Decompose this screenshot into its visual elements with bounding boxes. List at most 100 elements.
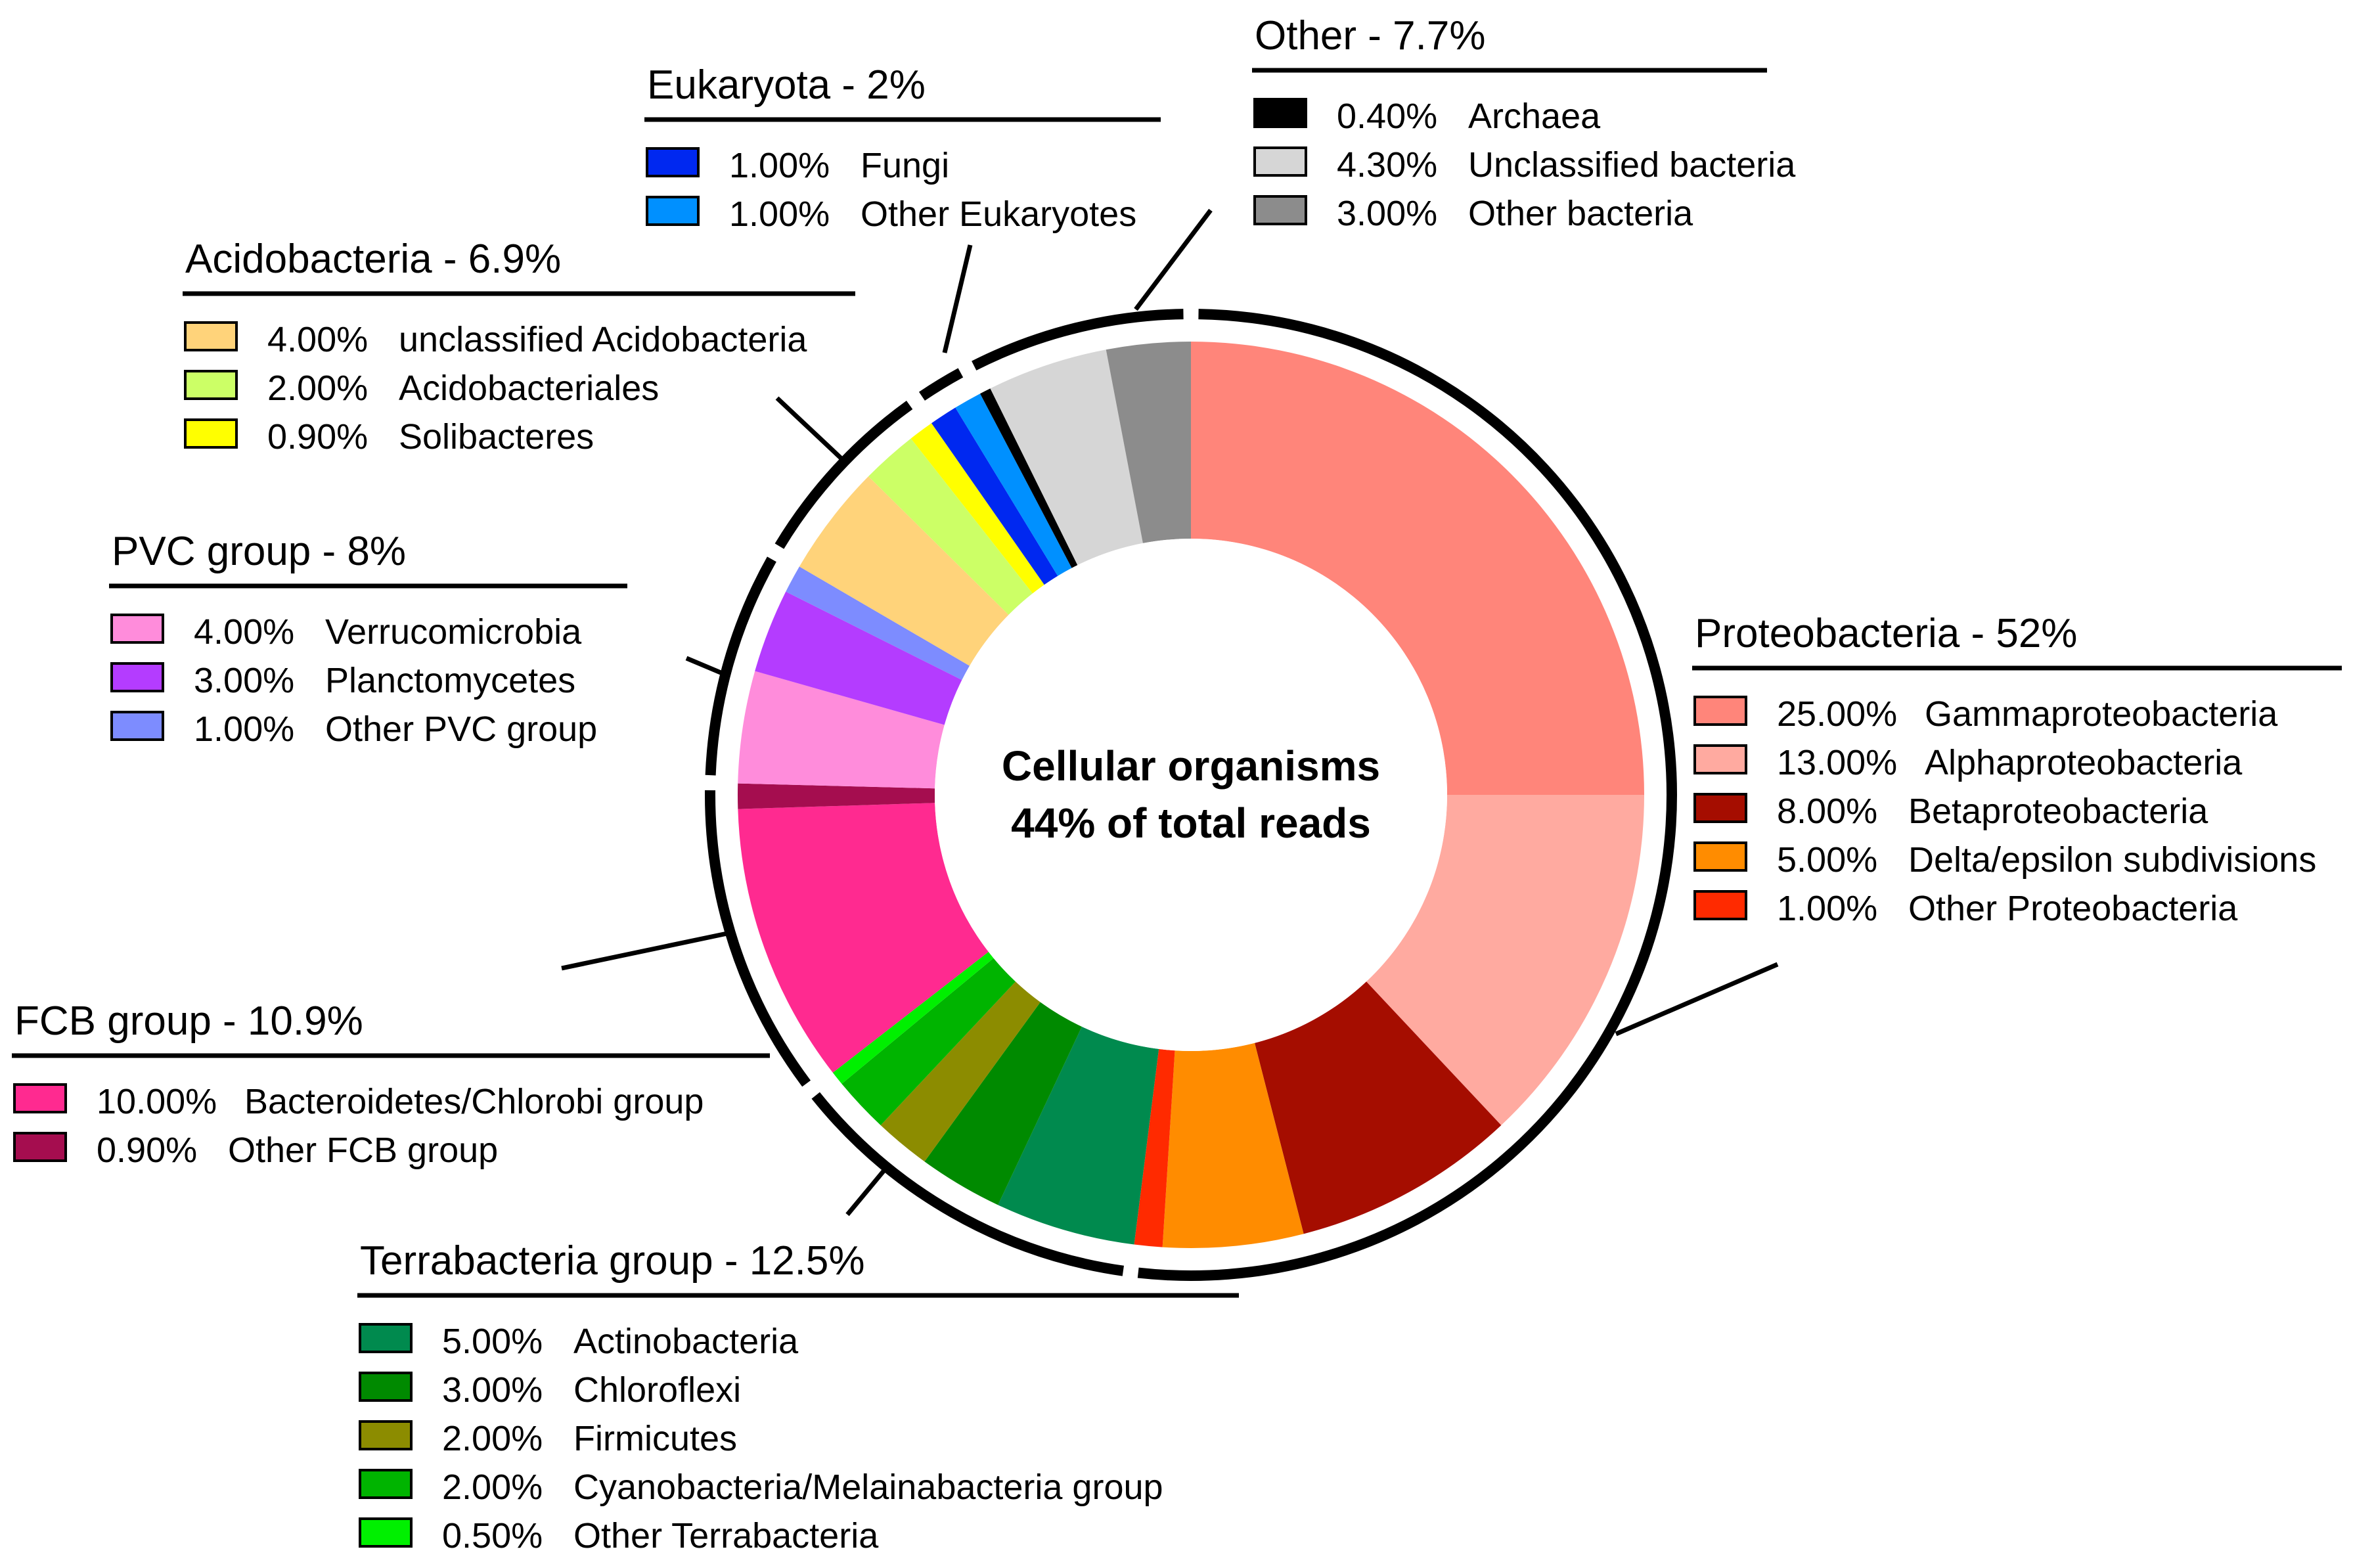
legend-terrabacteria-group: Terrabacteria group - 12.5% 5.00% Actinoba… [357,1238,1239,1556]
legend-fcb-group: FCB group - 10.9% 10.00% Bacteroidetes/Chl… [12,998,770,1170]
legend-label: Other FCB group [228,1131,498,1170]
group-arc-acidobacteria [774,400,913,549]
legend-swatch-solibacteres [184,418,238,449]
legend-acidobacteria: Acidobacteria - 6.9% 4.00% unclassified Ac… [183,236,855,457]
slice-verrucomicrobia [738,671,945,789]
slice-delta-epsilon-subdivisions [1162,1042,1304,1248]
legend-value: 0.90% [97,1131,197,1170]
center-label-line-2: 44% of total reads [1011,799,1371,847]
legend-swatch-other-eukaryotes [646,196,700,226]
legend-swatch-actinobacteria [359,1323,413,1353]
legend-other: Other - 7.7% 0.40% Archaea 4.30% Unclassifie… [1252,13,1796,233]
legend-value: 10.00% [97,1082,217,1121]
legend-swatch-cyanobacteria-melainabacteria-group [359,1469,413,1499]
legend-title: Proteobacteria - 52% [1695,611,2077,656]
slice-bacteroidetes-chlorobi-group [738,803,989,1073]
legend-swatch-delta-epsilon-subdivisions [1693,841,1747,872]
group-arc-proteobacteria [1137,309,1677,1281]
legend-title: PVC group - 8% [112,529,406,574]
legend-swatch-other-bacteria [1253,195,1307,225]
legend-value: 2.00% [442,1467,543,1507]
leader-fcb-group [561,931,728,971]
donut-hole [935,539,1447,1051]
legend-value: 0.50% [442,1516,543,1556]
legend-label: Other bacteria [1468,194,1693,233]
legend-proteobacteria: Proteobacteria - 52% 25.00% Gammaproteobac… [1692,611,2342,928]
legend-value: 4.30% [1337,145,1437,185]
slice-solibacteres [910,423,1044,594]
legend-swatch-alphaproteobacteria [1693,744,1747,774]
legend-value: 4.00% [194,612,294,652]
legend-label: Gammaproteobacteria [1925,694,2278,734]
legend-value: 25.00% [1777,694,1897,734]
legend-value: 1.00% [1777,889,1877,928]
legend-label: Solibacteres [399,417,594,457]
group-arc-pvc-group [705,556,776,776]
legend-eukaryota: Eukaryota - 2% 1.00% Fungi 1.00% Other Eukar… [644,62,1161,234]
group-outer-arcs [705,309,1677,1281]
slice-firmicutes [880,981,1041,1162]
slice-actinobacteria [998,1026,1159,1245]
legend-title: FCB group - 10.9% [14,998,363,1044]
slice-acidobacteriales [868,438,1033,615]
group-arc-eukaryota [918,368,964,401]
group-arc-fcb-group [705,790,811,1087]
donut-slices [738,342,1644,1248]
legend-swatch-unclassified-acidobacteria [184,321,238,351]
group-arc-other [972,309,1184,370]
legend-label: unclassified Acidobacteria [399,320,807,359]
leader-pvc-group [685,656,725,677]
legend-value: 3.00% [194,661,294,700]
legend-value: 13.00% [1777,743,1897,782]
legend-label: Betaproteobacteria [1908,792,2208,831]
legend-label: Cyanobacteria/Melainabacteria group [573,1467,1163,1507]
leader-proteobacteria [1615,962,1779,1037]
legend-swatch-firmicutes [359,1420,413,1450]
legend-swatch-bacteroidetes-chlorobi-group [13,1083,67,1113]
legend-label: Actinobacteria [573,1322,799,1361]
legend-swatch-acidobacteriales [184,370,238,400]
legend-swatch-unclassified-bacteria [1253,146,1307,177]
legend-label: Archaea [1468,97,1601,136]
legend-label: Other PVC group [325,709,597,749]
legend-swatch-chloroflexi [359,1372,413,1402]
slice-betaproteobacteria [1254,981,1502,1234]
legend-label: Other Terrabacteria [573,1516,879,1556]
legend-value: 8.00% [1777,792,1877,831]
legend-value: 5.00% [1777,840,1877,880]
legend-label: Firmicutes [573,1419,737,1458]
legend-title: Other - 7.7% [1255,13,1485,58]
slice-chloroflexi [924,1002,1082,1205]
legend-value: 1.00% [194,709,294,749]
legend-label: Verrucomicrobia [325,612,582,652]
legend-value: 1.00% [729,146,830,185]
legend-label: Planctomycetes [325,661,575,700]
slice-other-proteobacteria [1134,1048,1175,1247]
slice-other-fcb-group [738,783,935,809]
legend-value: 2.00% [267,369,368,408]
legend-title: Acidobacteria - 6.9% [185,236,561,282]
legend-swatch-betaproteobacteria [1693,793,1747,823]
leader-acidobacteria [775,396,845,462]
slice-unclassified-acidobacteria [799,476,1009,666]
slice-archaea [980,388,1078,568]
slice-other-eukaryotes [955,393,1072,576]
group-arc-terrabacteria-group [811,1092,1124,1276]
legend-swatch-other-pvc-group [110,711,164,741]
legend-label: Acidobacteriales [399,369,659,408]
legend-label: Other Eukaryotes [861,194,1136,234]
legend-value: 2.00% [442,1419,543,1458]
group-legends: Proteobacteria - 52% 25.00% Gammaproteobac… [12,13,2342,1556]
leader-other [1134,208,1213,311]
legend-label: Bacteroidetes/Chlorobi group [244,1082,704,1121]
leader-eukaryota [942,244,973,353]
legend-swatch-other-proteobacteria [1693,890,1747,920]
slice-planctomycetes [755,591,962,725]
legend-title: Terrabacteria group - 12.5% [360,1238,865,1284]
legend-title: Eukaryota - 2% [647,62,926,108]
legend-swatch-archaea [1253,98,1307,128]
legend-value: 5.00% [442,1322,543,1361]
legend-value: 4.00% [267,320,368,359]
legend-pvc-group: PVC group - 8% 4.00% Verrucomicrobia 3.00% P… [109,529,627,749]
